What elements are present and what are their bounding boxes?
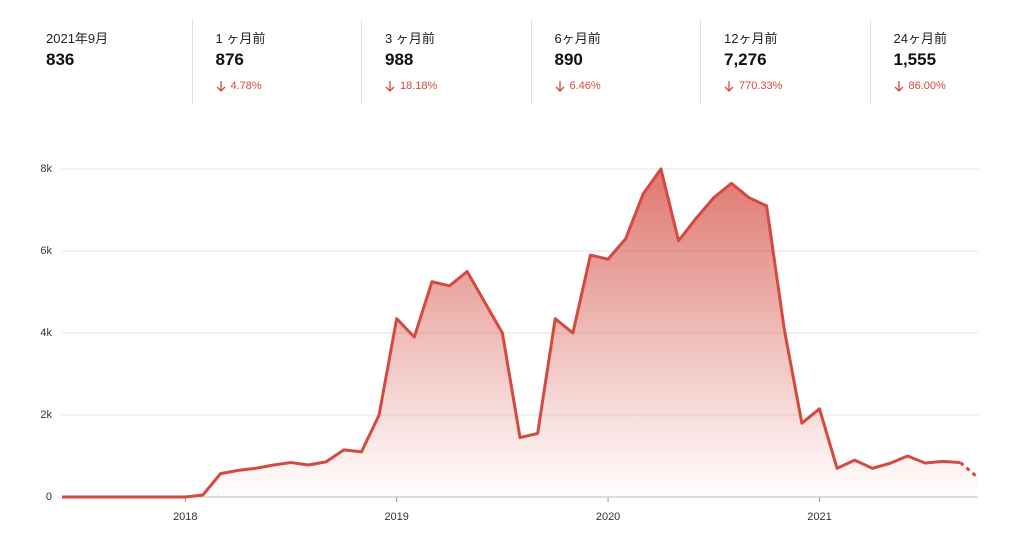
line: [62, 167, 961, 499]
down-arrow: [216, 80, 225, 92]
stat-change-value: 86.00%: [908, 80, 946, 92]
x-tick-label: 2018: [173, 511, 197, 523]
stat-change-value: 4.78%: [230, 80, 262, 92]
stat-label: 2021年9月: [46, 31, 109, 46]
stat-label: 1 ヶ月前: [215, 31, 266, 46]
stat-label: 3 ヶ月前: [385, 31, 435, 46]
stat-label: 6ヶ月前: [554, 31, 601, 46]
down-arrow: [555, 80, 564, 92]
divider: [869, 20, 871, 104]
divider: [361, 20, 362, 104]
stat-change-value: 6.46%: [569, 80, 601, 92]
y-tick-label: 6k: [40, 245, 52, 257]
divider: [700, 20, 701, 104]
stat-value: 876: [215, 50, 244, 69]
x-tick-label: 2019: [384, 511, 408, 523]
y-tick-label: 2k: [40, 409, 52, 421]
stat-change: 18.18%: [385, 80, 437, 92]
line-projection: [959, 461, 979, 479]
stat-value: 7,276: [724, 50, 767, 69]
x-tick-label: 2021: [807, 511, 831, 523]
down-arrow: [894, 80, 903, 92]
down-arrow: [724, 80, 734, 92]
stat-change: 4.78%: [216, 80, 262, 92]
divider: [530, 20, 532, 104]
stat-label: 12ヶ月前: [724, 31, 778, 46]
stat-change: 6.46%: [555, 80, 601, 92]
divider: [191, 20, 193, 104]
stat-item: 12ヶ月前 7,276 770.33%: [724, 22, 894, 104]
stat-change: 86.00%: [894, 80, 946, 92]
stat-change: 770.33%: [724, 80, 782, 92]
stat-item: 6ヶ月前 890 6.46%: [555, 22, 725, 104]
x-tick-label: 2020: [596, 511, 620, 523]
stat-change-value: 770.33%: [739, 80, 783, 92]
stat-value: 890: [554, 50, 583, 69]
stat-item: 1 ヶ月前 876 4.78%: [216, 22, 386, 104]
stat-change-value: 18.18%: [400, 80, 438, 92]
area-fill: [62, 169, 978, 497]
down-arrow: [385, 80, 395, 92]
stats-bar: 2021年9月 836 1 ヶ月前 876 4.78% 3 ヶ月前 988 18.18% 6ヶ月…: [0, 0, 1024, 110]
stat-item: 2021年9月 836: [46, 22, 216, 104]
y-tick-label: 0: [46, 491, 52, 503]
stat-label: 24ヶ月前: [893, 31, 947, 46]
y-tick-label: 8k: [40, 163, 52, 175]
stat-item: 24ヶ月前 1,555 86.00%: [894, 22, 1024, 104]
stat-item: 3 ヶ月前 988 18.18%: [385, 22, 555, 104]
stat-value: 1,555: [893, 50, 937, 69]
stat-value: 836: [46, 50, 75, 69]
stat-value: 988: [385, 50, 414, 69]
y-tick-label: 4k: [40, 327, 52, 339]
